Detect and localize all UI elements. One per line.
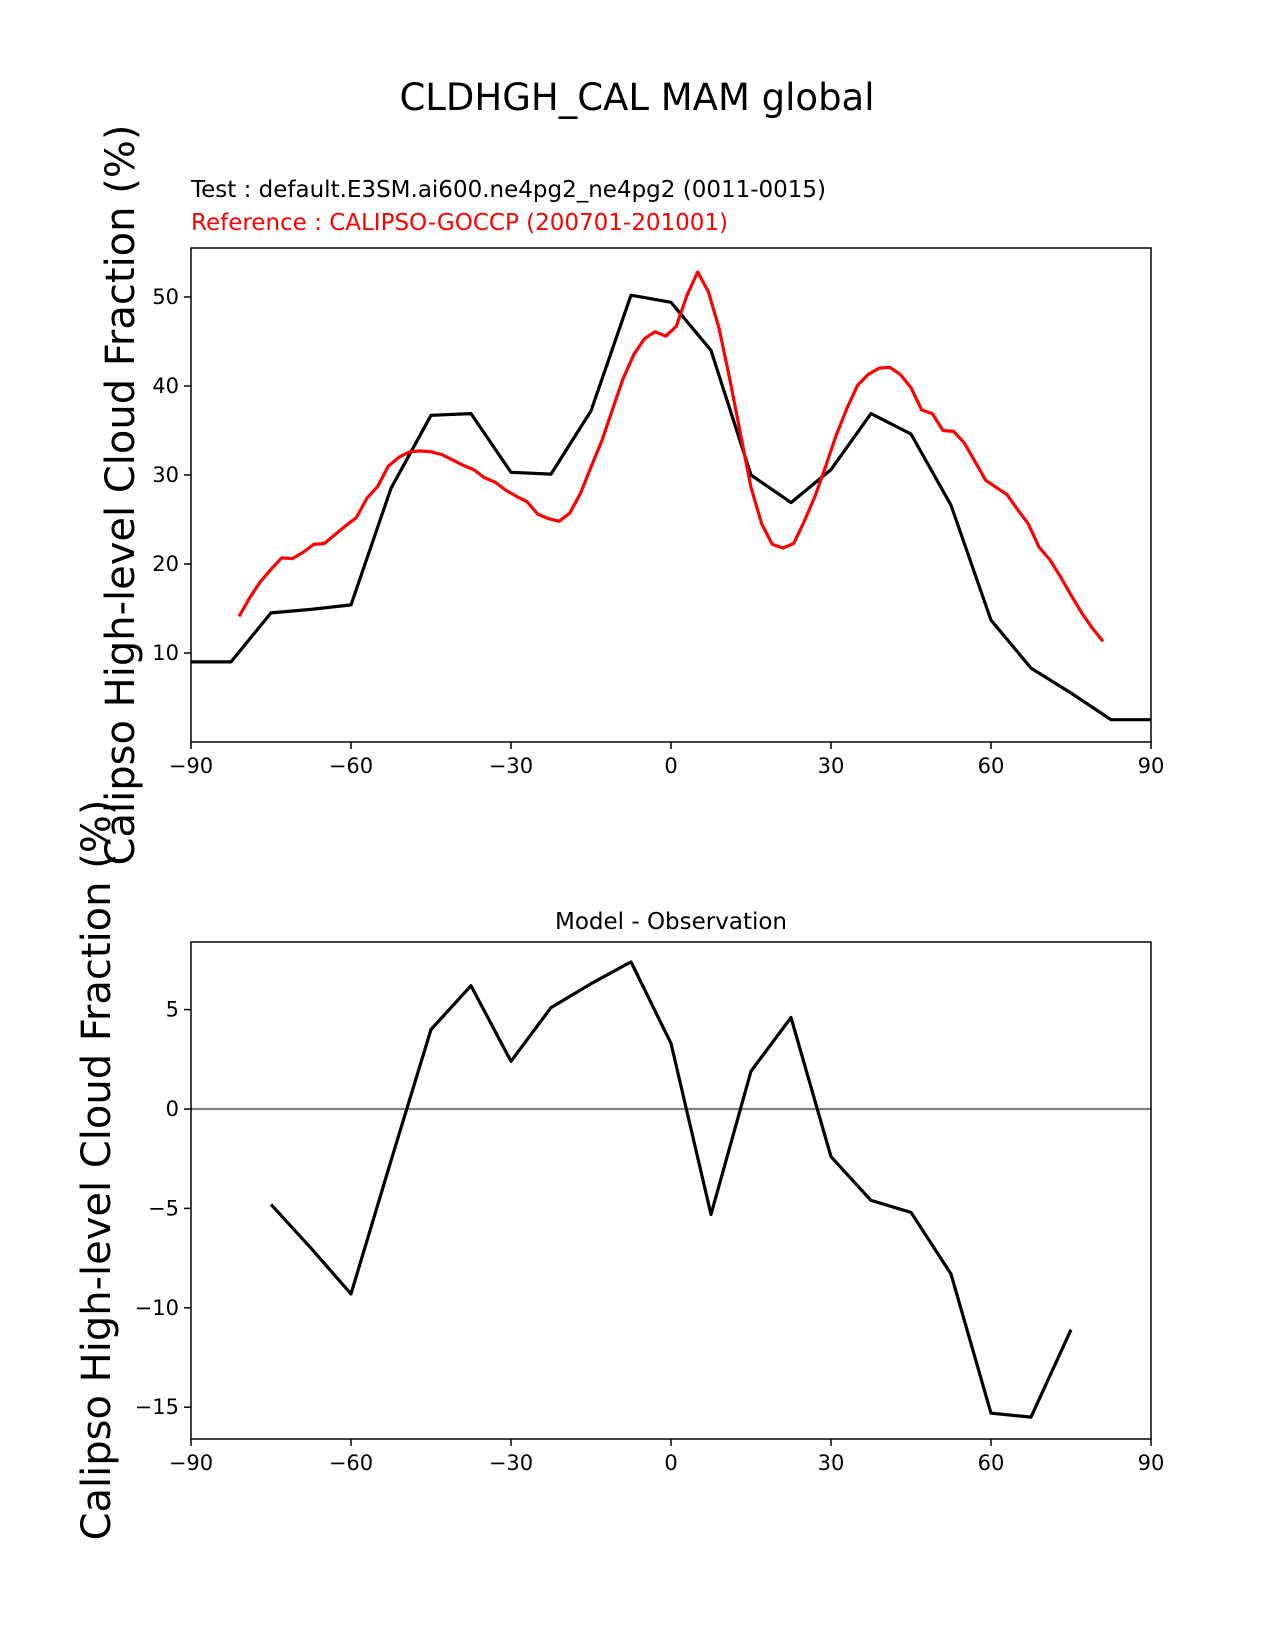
bottom-plot-area xyxy=(191,960,1151,1419)
test-series-line xyxy=(191,293,1151,722)
x-tick-label: 30 xyxy=(818,1451,845,1475)
top-panel: Test : default.E3SM.ai600.ne4pg2_ne4pg2 … xyxy=(98,125,1164,866)
bottom-x-axis: −90 −60 −30 0 30 60 90 xyxy=(169,1439,1165,1475)
bottom-y-axis: −15 −10 −5 0 5 xyxy=(135,998,191,1419)
top-y-axis-label: Calipso High-level Cloud Fraction (%) xyxy=(98,125,144,866)
x-tick-label: 90 xyxy=(1138,754,1165,778)
reference-label: Reference : CALIPSO-GOCCP (200701-201001… xyxy=(191,210,728,236)
x-tick-label: 0 xyxy=(664,1451,677,1475)
x-tick-label: −60 xyxy=(329,754,373,778)
y-tick-label: 20 xyxy=(152,552,179,576)
bottom-panel: Model - Observation −90 −60 −30 0 30 60 90 −15… xyxy=(74,800,1164,1541)
y-tick-label: −5 xyxy=(148,1196,179,1220)
figure-title: CLDHGH_CAL MAM global xyxy=(399,76,874,119)
bottom-axes-frame xyxy=(190,941,1152,1440)
x-tick-label: 60 xyxy=(978,1451,1005,1475)
y-tick-label: 0 xyxy=(166,1097,179,1121)
y-tick-label: 30 xyxy=(152,463,179,487)
top-y-axis: 10 20 30 40 50 xyxy=(152,285,191,665)
y-tick-label: −15 xyxy=(135,1395,179,1419)
x-tick-label: 90 xyxy=(1138,1451,1165,1475)
bottom-y-axis-label: Calipso High-level Cloud Fraction (%) xyxy=(74,800,120,1541)
test-label: Test : default.E3SM.ai600.ne4pg2_ne4pg2 … xyxy=(190,177,826,203)
x-tick-label: 60 xyxy=(978,754,1005,778)
x-tick-label: −60 xyxy=(329,1451,373,1475)
y-tick-label: 50 xyxy=(152,285,179,309)
bottom-plot-title: Model - Observation xyxy=(555,909,787,935)
x-tick-label: −30 xyxy=(489,754,533,778)
y-tick-label: 40 xyxy=(152,374,179,398)
x-tick-label: 30 xyxy=(818,754,845,778)
x-tick-label: 0 xyxy=(664,754,677,778)
x-tick-label: −30 xyxy=(489,1451,533,1475)
y-tick-label: 5 xyxy=(166,998,179,1022)
reference-series-line xyxy=(237,270,1105,643)
top-x-axis: −90 −60 −30 0 30 60 90 xyxy=(169,742,1165,778)
top-plot-area xyxy=(191,270,1151,722)
x-tick-label: −90 xyxy=(169,1451,213,1475)
y-tick-label: 10 xyxy=(152,641,179,665)
test-series-line xyxy=(269,960,1073,1419)
x-tick-label: −90 xyxy=(169,754,213,778)
y-tick-label: −10 xyxy=(135,1296,179,1320)
